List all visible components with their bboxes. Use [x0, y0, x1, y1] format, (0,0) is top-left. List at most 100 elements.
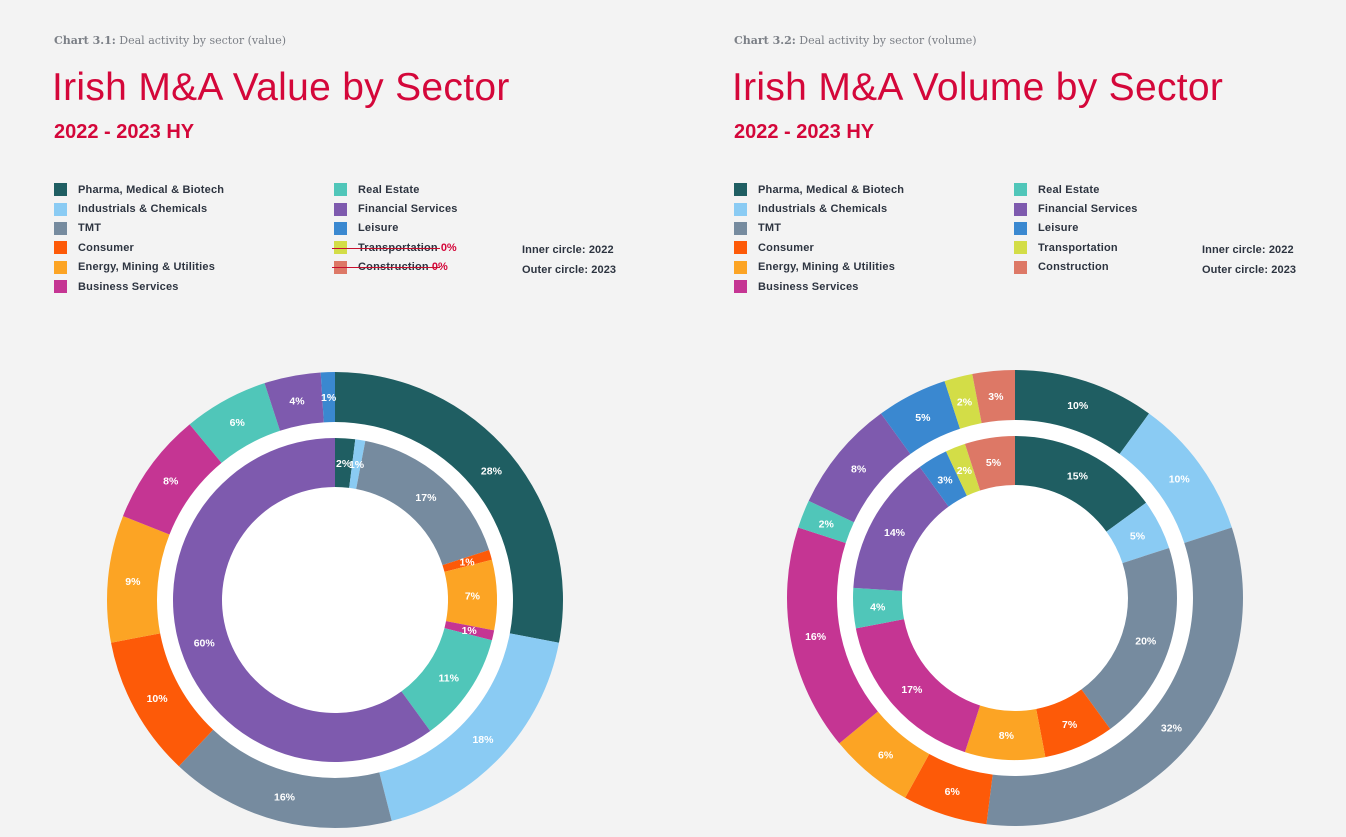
- donut-slice[interactable]: [264, 372, 324, 431]
- donut-slice[interactable]: [853, 587, 905, 629]
- donut-slice[interactable]: [946, 443, 981, 496]
- legend-label: Leisure: [1038, 222, 1079, 235]
- legend-swatch: [54, 221, 67, 235]
- legend-label: TMT: [758, 222, 782, 235]
- donut-slice[interactable]: [107, 516, 170, 643]
- donut-slice[interactable]: [1015, 436, 1147, 532]
- legend-swatch: [734, 221, 747, 235]
- slice-label: 1%: [459, 557, 475, 569]
- donut-slice[interactable]: [189, 383, 280, 463]
- legend-swatch: [54, 280, 67, 294]
- legend-item: Consumer: [54, 238, 224, 257]
- slice-label: 32%: [1161, 722, 1183, 734]
- legend-label: Transportation: [1038, 241, 1118, 254]
- legend-item: Energy, Mining & Utilities: [54, 258, 224, 277]
- donut-slice[interactable]: [855, 619, 981, 753]
- ring-key: Inner circle: 2022 Outer circle: 2023: [1202, 243, 1296, 282]
- slice-label: 3%: [937, 475, 953, 487]
- strikethrough-line: [332, 267, 440, 269]
- slice-label: 5%: [915, 412, 931, 424]
- legend-item: Business Services: [734, 277, 904, 296]
- outer-circle-note: Outer circle: 2023: [522, 263, 617, 276]
- donut-slice[interactable]: [839, 711, 930, 798]
- legend-item: Industrials & Chemicals: [54, 199, 224, 218]
- slice-label: 2%: [336, 458, 352, 470]
- donut-slice[interactable]: [1081, 547, 1177, 730]
- legend-column-1: Pharma, Medical & Biotech Industrials & C…: [54, 180, 224, 296]
- legend-swatch: [334, 221, 347, 235]
- legend-label: Industrials & Chemicals: [758, 203, 888, 216]
- legend-column-1: Pharma, Medical & Biotech Industrials & C…: [734, 180, 904, 296]
- legend-item: Leisure: [334, 219, 458, 238]
- slice-label: 2%: [957, 465, 973, 477]
- donut-slice[interactable]: [442, 549, 492, 572]
- slice-label: 1%: [349, 459, 365, 471]
- legend-item: Real Estate: [1014, 180, 1138, 199]
- legend-item: TMT: [734, 219, 904, 238]
- slice-label: 15%: [1067, 470, 1089, 482]
- donut-slice[interactable]: [111, 633, 214, 767]
- slice-label: 28%: [481, 466, 503, 478]
- donut-slice[interactable]: [444, 559, 497, 631]
- legend-swatch: [1014, 260, 1027, 274]
- donut-slice[interactable]: [335, 438, 356, 488]
- donut-slice[interactable]: [173, 438, 431, 762]
- slice-label: 10%: [1067, 400, 1089, 412]
- slice-label: 20%: [1135, 635, 1157, 647]
- legend-label: Energy, Mining & Utilities: [78, 261, 216, 274]
- legend-item: Pharma, Medical & Biotech: [54, 180, 224, 199]
- donut-slice[interactable]: [401, 628, 492, 732]
- legend-swatch: [734, 183, 747, 197]
- donut-slice[interactable]: [1036, 689, 1111, 758]
- donut-slice[interactable]: [335, 372, 563, 643]
- legend-label: Real Estate: [358, 183, 420, 196]
- donut-slice[interactable]: [379, 633, 559, 821]
- slice-label: 18%: [472, 734, 494, 746]
- donut-slice[interactable]: [123, 424, 222, 535]
- legend-item: Financial Services: [334, 199, 458, 218]
- legend-swatch: [334, 202, 347, 216]
- donut-slice[interactable]: [1119, 413, 1232, 543]
- legend-item: Financial Services: [1014, 199, 1138, 218]
- slice-label: 8%: [999, 730, 1015, 742]
- donut-slice[interactable]: [356, 440, 490, 566]
- legend-label: TMT: [78, 222, 102, 235]
- legend-swatch: [734, 202, 747, 216]
- legend-swatch: [734, 241, 747, 255]
- slice-label: 5%: [1130, 531, 1146, 543]
- donut-slice[interactable]: [320, 372, 335, 423]
- slice-label: 16%: [805, 631, 827, 643]
- donut-slice[interactable]: [349, 439, 366, 490]
- donut-slice[interactable]: [880, 381, 960, 454]
- slice-label: 8%: [851, 464, 867, 476]
- donut-slice[interactable]: [919, 451, 967, 507]
- legend-label: Construction: [1038, 261, 1109, 274]
- legend-item: Energy, Mining & Utilities: [734, 258, 904, 277]
- chart-caption: Chart 3.2: Deal activity by sector (volu…: [734, 34, 977, 47]
- inner-ring-2022: 2%1%17%1%7%1%11%60%: [173, 438, 497, 762]
- donut-slice[interactable]: [808, 413, 911, 523]
- legend-item: Leisure: [1014, 219, 1138, 238]
- donut-slice[interactable]: [964, 436, 1015, 491]
- donut-slice[interactable]: [905, 753, 993, 825]
- slice-label: 1%: [321, 392, 337, 404]
- legend-swatch: [54, 183, 67, 197]
- donut-slice[interactable]: [787, 527, 878, 744]
- donut-slice[interactable]: [944, 374, 982, 429]
- donut-slice[interactable]: [964, 705, 1046, 760]
- donut-slice[interactable]: [444, 621, 495, 641]
- donut-slice[interactable]: [986, 527, 1243, 827]
- legend-swatch: [54, 241, 67, 255]
- legend-column-2: Real Estate Financial Services Leisure Tran…: [332, 180, 458, 277]
- donut-slice[interactable]: [972, 370, 1015, 424]
- legend-swatch: [734, 260, 747, 274]
- donut-slice[interactable]: [798, 500, 854, 543]
- donut-slice[interactable]: [178, 729, 392, 828]
- donut-slice[interactable]: [1015, 370, 1150, 454]
- inner-ring-2022: 15% 5% 20% 7% 8% 17% 4% 14% 3% 2% 5%: [853, 436, 1177, 760]
- chart-title: Irish M&A Volume by Sector: [732, 66, 1224, 109]
- legend-label: Business Services: [78, 280, 179, 293]
- legend-item: Consumer: [734, 238, 904, 257]
- donut-slice[interactable]: [853, 466, 949, 591]
- donut-slice[interactable]: [1106, 502, 1170, 564]
